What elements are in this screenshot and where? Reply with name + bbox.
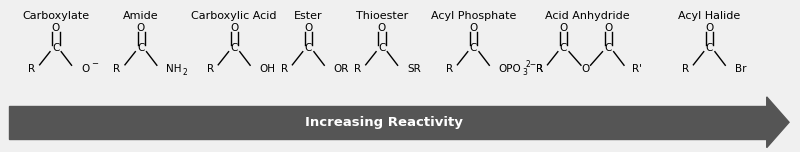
- Text: R: R: [114, 64, 121, 74]
- Text: C: C: [604, 43, 612, 53]
- Text: Acid Anhydride: Acid Anhydride: [545, 11, 630, 21]
- Text: O: O: [705, 23, 714, 33]
- Text: Br: Br: [735, 64, 746, 74]
- Text: OR: OR: [334, 64, 350, 74]
- Text: R: R: [354, 64, 362, 74]
- Text: O: O: [230, 23, 238, 33]
- Text: −: −: [90, 60, 98, 69]
- Text: Acyl Phosphate: Acyl Phosphate: [430, 11, 516, 21]
- Text: NH: NH: [166, 64, 182, 74]
- Text: Acyl Halide: Acyl Halide: [678, 11, 741, 21]
- Text: Carboxylic Acid: Carboxylic Acid: [191, 11, 277, 21]
- Text: C: C: [230, 43, 238, 53]
- Text: C: C: [560, 43, 567, 53]
- Text: R: R: [536, 64, 543, 74]
- Polygon shape: [766, 97, 789, 148]
- Text: R: R: [535, 64, 542, 74]
- Text: OPO: OPO: [499, 64, 522, 74]
- Text: 2−: 2−: [526, 60, 537, 69]
- Text: O: O: [378, 23, 386, 33]
- Text: SR: SR: [407, 64, 421, 74]
- Text: C: C: [470, 43, 477, 53]
- Text: O: O: [304, 23, 313, 33]
- Text: O: O: [559, 23, 567, 33]
- Text: Ester: Ester: [294, 11, 322, 21]
- Text: C: C: [378, 43, 386, 53]
- Text: R: R: [206, 64, 214, 74]
- Text: Carboxylate: Carboxylate: [22, 11, 89, 21]
- Text: O: O: [81, 64, 90, 74]
- Text: 3: 3: [522, 68, 527, 77]
- Text: O: O: [582, 64, 590, 74]
- Text: Increasing Reactivity: Increasing Reactivity: [305, 116, 463, 129]
- Text: C: C: [305, 43, 312, 53]
- Text: C: C: [52, 43, 59, 53]
- Text: O: O: [51, 23, 60, 33]
- Text: O: O: [604, 23, 612, 33]
- Text: 2: 2: [182, 68, 187, 77]
- Text: R: R: [28, 64, 35, 74]
- Text: R': R': [632, 64, 642, 74]
- Text: O: O: [470, 23, 478, 33]
- Text: C: C: [706, 43, 713, 53]
- Text: R: R: [682, 64, 689, 74]
- Text: R: R: [446, 64, 453, 74]
- Text: R: R: [281, 64, 288, 74]
- Text: O: O: [137, 23, 145, 33]
- Text: C: C: [138, 43, 145, 53]
- Polygon shape: [10, 106, 766, 139]
- Text: Thioester: Thioester: [355, 11, 408, 21]
- Text: OH: OH: [260, 64, 276, 74]
- Text: Amide: Amide: [123, 11, 158, 21]
